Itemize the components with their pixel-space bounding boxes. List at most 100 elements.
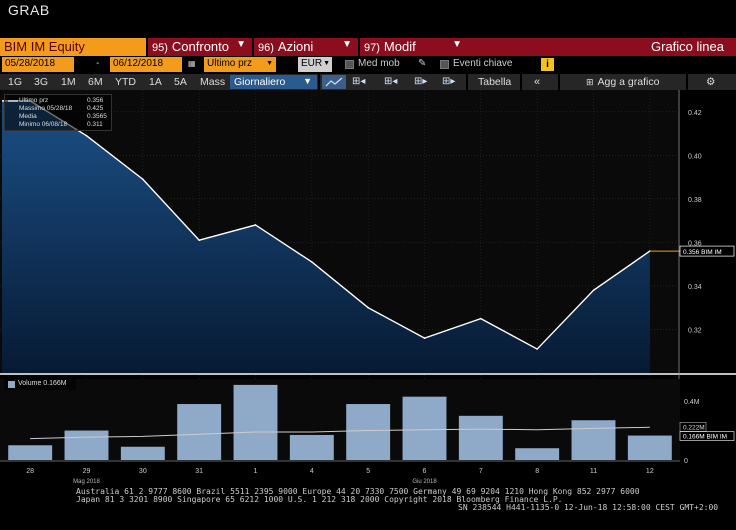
price-point [592, 289, 595, 292]
volume-swatch [8, 381, 15, 388]
last-price-tag [679, 245, 735, 257]
add-chart-icon: ⊞ [586, 77, 594, 87]
info-icon[interactable]: i [541, 58, 554, 71]
range-6m[interactable]: 6M [88, 76, 103, 88]
vol-tick-label: 0 [684, 458, 688, 465]
range-5y[interactable]: 5A [174, 76, 187, 88]
divider [466, 74, 468, 90]
divider [318, 74, 320, 90]
x-tick-label: 6 [423, 468, 427, 475]
range-1m[interactable]: 1M [61, 76, 76, 88]
menu-number: 96) [258, 42, 274, 54]
volume-bar [571, 420, 616, 460]
volume-legend-label: Volume 0.166M [18, 380, 67, 387]
volume-bar [233, 384, 278, 460]
legend-label: Ultimo prz [19, 97, 49, 104]
range-ytd[interactable]: YTD [115, 76, 136, 88]
price-point [85, 134, 88, 137]
add-to-chart-label: Agg a grafico [597, 76, 660, 88]
currency-select[interactable]: EUR ▼ [298, 57, 332, 72]
add-to-chart-button[interactable]: ⊞ Agg a grafico [582, 74, 663, 90]
crosshair-icon[interactable]: ⊞▸ [414, 76, 428, 87]
line-chart-icon[interactable] [322, 75, 346, 89]
security-field[interactable]: BIM IM Equity [0, 38, 146, 56]
range-max[interactable]: Mass [200, 76, 226, 88]
range-1d[interactable]: 1G [8, 76, 23, 88]
legend: Ultimo prz 0.356 Massimo 05/28/18 0.425 … [4, 94, 112, 131]
price-point [311, 261, 313, 263]
divider [520, 74, 522, 90]
pencil-icon[interactable]: ✎ [418, 58, 427, 69]
compare-menu[interactable]: 95) Confronto ▼ [146, 38, 252, 56]
vol-avg-label: 0.222M [683, 424, 705, 431]
price-panel: 0.32 0.34 0.36 0.38 0.40 0.42 0.356 BIM IM [0, 90, 736, 460]
divider [558, 74, 560, 90]
menu-number: 95) [152, 42, 168, 54]
y-tick-label: 0.36 [688, 240, 702, 247]
frequency-value: Giornaliero [234, 76, 286, 88]
legend-row: Media [19, 113, 37, 120]
key-events-checkbox[interactable] [440, 60, 449, 69]
month-label: Giu 2018 [412, 479, 437, 485]
last-price-label: 0.356 BIM IM [683, 249, 722, 256]
x-tick-label: 7 [479, 468, 483, 475]
table-button[interactable]: Tabella [478, 76, 512, 88]
range-1y[interactable]: 1A [149, 76, 162, 88]
gear-icon[interactable]: ⚙ [706, 76, 716, 88]
menu-number: 97) [364, 42, 380, 54]
vol-tick-label: 0.4M [684, 399, 700, 406]
calendar-icon[interactable]: ▦ [188, 59, 196, 68]
legend-row: Minimo 06/08/18 [19, 121, 67, 128]
volume-bar [402, 396, 447, 460]
last-price-swatch [8, 100, 18, 102]
range-3d[interactable]: 3G [34, 76, 49, 88]
x-tick-label: 12 [646, 468, 654, 475]
end-date-field[interactable]: 06/12/2018 [110, 57, 182, 72]
price-point [142, 178, 144, 181]
collapse-icon[interactable]: « [534, 76, 541, 88]
y-tick-label: 0.42 [688, 110, 702, 117]
x-tick-label: 11 [590, 468, 597, 475]
volume-bar [515, 448, 560, 460]
y-tick-label: 0.38 [688, 197, 702, 204]
volume-bar [346, 404, 391, 460]
legend-value: 0.425 [87, 105, 104, 112]
price-volume-chart: 0.320.340.360.380.400.420.356 BIM IM 00.… [0, 90, 736, 485]
chevron-down-icon: ▼ [303, 76, 312, 86]
zoom-icon[interactable]: ⊞◂ [352, 76, 366, 87]
window-title: GRAB [8, 2, 50, 18]
annotate-icon[interactable]: ⊞▸ [442, 76, 456, 87]
volume-bar [120, 446, 165, 460]
currency-value: EUR [301, 58, 323, 69]
price-point [254, 224, 257, 226]
x-tick-label: 29 [83, 468, 91, 475]
y-tick-label: 0.34 [688, 284, 702, 291]
x-axis: 28 29 30 31 1 4 5 6 7 8 11 12 Mag 2018 Giu 2018 [0, 460, 680, 485]
vol-last-tag [679, 431, 735, 441]
toolbar [0, 74, 736, 90]
actions-menu[interactable]: 96) Azioni ▼ [252, 38, 358, 56]
field-select[interactable]: Ultimo prz ▼ [204, 57, 276, 72]
menu-label: Azioni [277, 39, 314, 54]
y-tick-label: 0.32 [688, 327, 702, 334]
price-point [198, 239, 200, 242]
price-area [2, 100, 650, 373]
vol-last-label: 0.166M BIM IM [683, 434, 727, 441]
legend-label: Minimo 06/08/18 [19, 121, 68, 128]
key-events-label: Eventi chiave [453, 58, 513, 69]
start-date-field[interactable]: 05/28/2018 [2, 57, 74, 72]
footer-line: SN 238544 H441-1135-0 12-Jun-18 12:58:00… [458, 503, 719, 512]
moving-avg-checkbox[interactable] [345, 60, 354, 69]
chevron-down-icon: ▼ [342, 39, 352, 50]
x-tick-label: 28 [26, 468, 34, 475]
legend-value: 0.356 [87, 97, 104, 104]
legend-label: Massimo 05/28/18 [19, 105, 73, 112]
menu-label: Modif [383, 39, 416, 54]
frequency-select[interactable]: Giornaliero ▼ [230, 75, 317, 89]
chevron-down-icon: ▼ [323, 60, 330, 67]
edit-menu[interactable]: 97) Modif ▼ [358, 38, 468, 56]
date-separator: - [96, 58, 100, 69]
price-point [536, 348, 538, 350]
pan-icon[interactable]: ⊞◂ [384, 76, 398, 87]
